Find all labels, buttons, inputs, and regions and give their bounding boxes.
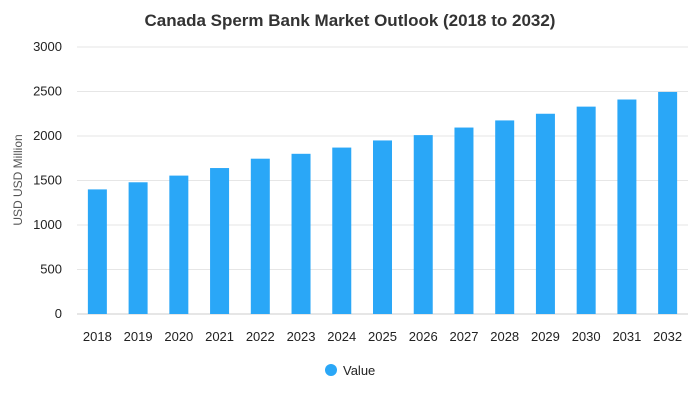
y-tick-label: 0: [55, 306, 62, 321]
bar-2028[interactable]: [495, 120, 515, 314]
legend[interactable]: Value: [325, 363, 375, 378]
x-tick-label: 2028: [490, 329, 519, 344]
bar-2018[interactable]: [87, 189, 107, 314]
y-tick-label: 3000: [33, 39, 62, 54]
x-tick-label: 2026: [409, 329, 438, 344]
x-tick-label: 2029: [531, 329, 560, 344]
x-tick-label: 2024: [327, 329, 356, 344]
bar-2022[interactable]: [250, 158, 270, 314]
bar-2027[interactable]: [454, 127, 474, 314]
y-axis-label: USD USD Million: [11, 134, 25, 225]
y-axis-ticks: 0 500 1000 1500 2000 2500 3000: [33, 39, 62, 321]
y-tick-label: 2000: [33, 128, 62, 143]
bar-2030[interactable]: [576, 106, 596, 314]
y-tick-label: 1500: [33, 173, 62, 188]
x-tick-label: 2031: [612, 329, 641, 344]
x-tick-label: 2023: [287, 329, 316, 344]
bars: [87, 91, 678, 314]
x-tick-label: 2030: [572, 329, 601, 344]
bar-2019[interactable]: [128, 182, 148, 314]
bar-2031[interactable]: [617, 99, 637, 314]
chart-title: Canada Sperm Bank Market Outlook (2018 t…: [145, 11, 556, 30]
bar-2020[interactable]: [169, 175, 189, 314]
x-tick-label: 2027: [450, 329, 479, 344]
x-tick-label: 2025: [368, 329, 397, 344]
x-tick-label: 2032: [653, 329, 682, 344]
bar-2032[interactable]: [658, 91, 678, 314]
bar-2024[interactable]: [332, 147, 352, 314]
x-tick-label: 2018: [83, 329, 112, 344]
y-tick-label: 500: [40, 262, 62, 277]
x-tick-label: 2020: [164, 329, 193, 344]
x-tick-label: 2019: [124, 329, 153, 344]
bar-2025[interactable]: [373, 140, 392, 314]
bar-2026[interactable]: [413, 135, 433, 314]
bar-2029[interactable]: [535, 113, 555, 314]
y-tick-label: 2500: [33, 84, 62, 99]
x-tick-label: 2021: [205, 329, 234, 344]
legend-label-value: Value: [343, 363, 375, 378]
x-tick-label: 2022: [246, 329, 275, 344]
y-tick-label: 1000: [33, 217, 62, 232]
legend-swatch-value: [325, 364, 337, 376]
x-axis-ticks: 2018 2019 2020 2021 2022 2023 2024 2025 2026 2027…: [83, 329, 682, 344]
bar-2023[interactable]: [291, 153, 311, 314]
bar-2021[interactable]: [210, 168, 230, 314]
